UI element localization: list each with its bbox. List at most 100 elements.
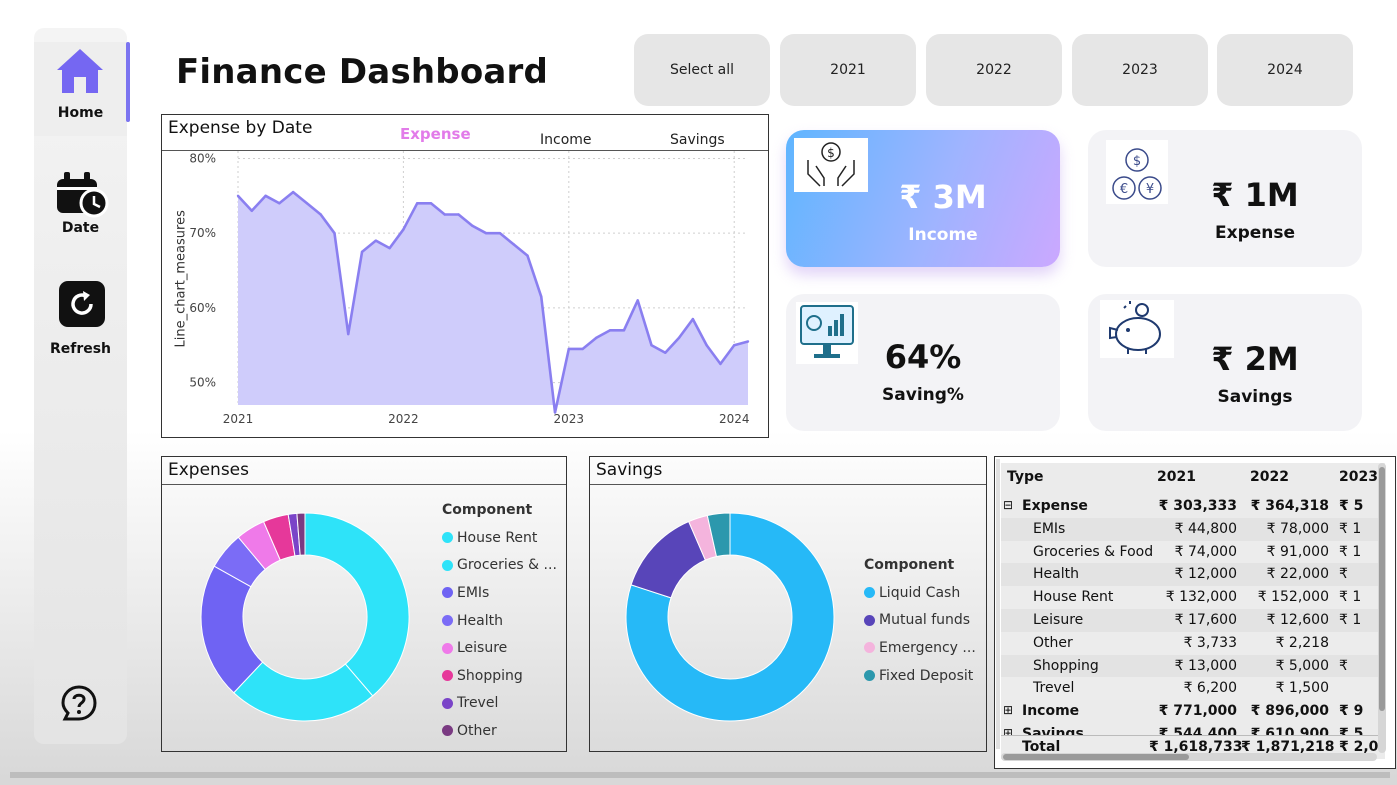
legend-item[interactable]: Other: [442, 717, 557, 745]
legend-item[interactable]: Liquid Cash: [864, 579, 976, 607]
data-point: [333, 231, 336, 235]
matrix-horizontal-scrollbar[interactable]: [1001, 753, 1377, 761]
saving-pct-kpi-card: 64% Saving%: [786, 294, 1060, 431]
legend-item[interactable]: EMIs: [442, 579, 557, 607]
matrix-cell: ₹ 152,000: [1257, 589, 1329, 606]
legend-swatch: [442, 670, 453, 682]
matrix-column-header[interactable]: 2021: [1157, 469, 1196, 485]
legend-label: Leisure: [457, 640, 508, 657]
legend-swatch: [442, 642, 453, 654]
refresh-icon: [59, 281, 105, 327]
sidebar-item-date[interactable]: Date: [34, 163, 127, 243]
data-point: [608, 329, 612, 332]
data-point: [484, 231, 488, 235]
sidebar-item-refresh[interactable]: Refresh: [34, 278, 127, 363]
matrix-group-row: ⊟ Expense ₹ 303,333 ₹ 364,318 ₹ 5: [1001, 495, 1385, 518]
slicer-select-all-button[interactable]: Select all: [634, 34, 770, 106]
scrollbar-thumb[interactable]: [1379, 467, 1385, 711]
legend-items: House Rent Groceries & ... EMIs Health Leisu…: [442, 524, 557, 745]
tab-divider: [162, 150, 768, 151]
data-point: [691, 317, 695, 321]
area-chart-plot: 80% 70% 60% 50% 2021 2022 2023 2024: [189, 151, 750, 426]
savings-value: ₹ 2M: [1211, 340, 1299, 378]
legend-item[interactable]: Fixed Deposit: [864, 662, 976, 690]
donut-slice[interactable]: [625, 512, 835, 722]
legend-item[interactable]: Leisure: [442, 634, 557, 662]
home-icon: [57, 49, 103, 93]
legend-item[interactable]: Shopping: [442, 662, 557, 690]
data-point: [250, 209, 253, 212]
data-point: [622, 329, 626, 332]
income-kpi-card: $ ₹ 3M Income: [786, 130, 1060, 267]
matrix-cell: ₹ 1: [1339, 520, 1362, 537]
matrix-cell: ₹ 771,000: [1158, 703, 1237, 720]
legend-label: Mutual funds: [879, 612, 971, 629]
matrix-left-gutter: [996, 459, 1000, 749]
expense-by-date-chart: Expense by Date Expense Income Savings L…: [161, 114, 769, 438]
matrix-cell: ₹ 6,200: [1183, 680, 1237, 697]
matrix-row: Other ₹ 3,733 ₹ 2,218: [1001, 631, 1385, 655]
matrix-row-label: Groceries & Food: [1033, 543, 1154, 560]
legend-item[interactable]: Health: [442, 607, 557, 635]
legend-label: Other: [457, 722, 497, 739]
matrix-total-label: Total: [1022, 739, 1061, 755]
expand-collapse-icon[interactable]: ⊞: [1003, 703, 1014, 718]
scrollbar-thumb[interactable]: [1003, 754, 1189, 760]
matrix-row-label: Health: [1033, 566, 1079, 583]
legend-item[interactable]: Emergency ...: [864, 634, 976, 662]
matrix-cell: ₹: [1339, 566, 1348, 583]
matrix-cell: ₹ 3,733: [1183, 634, 1237, 651]
data-point: [291, 190, 295, 194]
help-bubble-icon[interactable]: [60, 684, 98, 722]
donut-slice[interactable]: [706, 512, 731, 558]
slicer-2023-button[interactable]: 2023: [1072, 34, 1208, 106]
matrix-column-header[interactable]: Type: [1007, 469, 1044, 485]
legend-item[interactable]: Trevel: [442, 690, 557, 718]
matrix-vertical-scrollbar[interactable]: [1378, 463, 1386, 753]
legend-swatch: [864, 587, 875, 599]
matrix-cell: ₹: [1339, 657, 1348, 674]
canvas-bottom-edge: [10, 772, 1390, 778]
matrix-cell: ₹ 132,000: [1165, 589, 1237, 606]
matrix-row: House Rent ₹ 132,000 ₹ 152,000 ₹ 1: [1001, 586, 1385, 609]
legend-swatch: [864, 642, 875, 654]
legend-item[interactable]: Groceries & ...: [442, 552, 557, 580]
matrix-column-header[interactable]: 2023: [1339, 469, 1378, 485]
matrix-row: EMIs ₹ 44,800 ₹ 78,000 ₹ 1: [1001, 517, 1385, 541]
data-point: [457, 213, 460, 216]
data-point: [595, 336, 598, 339]
tab-income[interactable]: Income: [540, 132, 592, 148]
legend-item[interactable]: House Rent: [442, 524, 557, 552]
tab-expense[interactable]: Expense: [400, 125, 471, 143]
sidebar-item-home[interactable]: Home: [34, 42, 127, 136]
matrix-cell: ₹ 1,500: [1275, 680, 1329, 697]
legend-label: Fixed Deposit: [879, 667, 974, 684]
slicer-2021-button[interactable]: 2021: [780, 34, 916, 106]
data-point: [236, 194, 240, 198]
legend-swatch: [442, 615, 453, 627]
y-tick-label: 60%: [189, 301, 216, 315]
slicer-2022-button[interactable]: 2022: [926, 34, 1062, 106]
area-fill: [238, 192, 748, 413]
x-tick-label: 2024: [719, 412, 750, 426]
matrix-cell: ₹ 12,000: [1174, 566, 1237, 583]
data-point: [567, 347, 571, 351]
matrix-cell: ₹ 9: [1339, 703, 1364, 720]
donut-slice[interactable]: [296, 512, 306, 556]
legend-swatch: [442, 725, 453, 737]
matrix-row: Shopping ₹ 13,000 ₹ 5,000 ₹: [1001, 654, 1385, 678]
tab-savings[interactable]: Savings: [670, 132, 725, 148]
legend-label: Liquid Cash: [879, 584, 961, 601]
expand-collapse-icon[interactable]: ⊞: [1003, 726, 1014, 740]
legend-label: Trevel: [457, 695, 499, 712]
slicer-2024-button[interactable]: 2024: [1217, 34, 1353, 106]
expand-collapse-icon[interactable]: ⊟: [1003, 498, 1014, 512]
y-tick-label: 50%: [189, 376, 216, 390]
legend-item[interactable]: Mutual funds: [864, 607, 976, 635]
matrix-column-header[interactable]: 2022: [1250, 469, 1289, 485]
data-point: [512, 243, 515, 246]
donut-slice[interactable]: [304, 512, 410, 697]
matrix-cell: ₹ 1,871,218: [1241, 739, 1335, 755]
panel-title: Savings: [596, 460, 663, 480]
sidebar-nav: Home Date Refresh: [34, 28, 130, 744]
